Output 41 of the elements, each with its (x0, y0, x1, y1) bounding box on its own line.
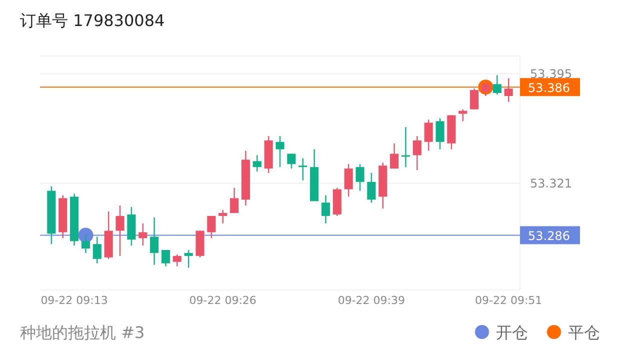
candlestick (116, 204, 124, 257)
candlestick (138, 222, 148, 246)
candlestick (207, 215, 216, 239)
candlestick (150, 216, 159, 266)
legend-label: 平仓 (568, 323, 600, 342)
candlestick (287, 153, 296, 170)
text: 种地的拖拉机 #3 (20, 323, 145, 342)
chart-title: 订单号 179830084 (20, 11, 165, 30)
candlestick (481, 80, 490, 97)
candlestick (436, 118, 444, 150)
x-tick-label: 09-22 09:26 (189, 294, 256, 307)
candlestick (504, 78, 513, 103)
y-tick-label: 53.321 (530, 176, 572, 190)
candlestick (81, 234, 90, 254)
ref-line-label: 53.286 (528, 229, 570, 244)
candlestick (230, 187, 239, 214)
candlestick (172, 254, 182, 267)
ref-line-label: 53.386 (528, 81, 570, 96)
x-tick-label: 09-22 09:39 (338, 294, 406, 307)
candlestick (218, 209, 228, 224)
candlestick (276, 135, 284, 168)
candlestick (92, 236, 102, 264)
candlestick (321, 194, 330, 224)
candlestick (492, 74, 502, 96)
candlestick (470, 88, 479, 110)
candlestick (367, 172, 376, 204)
candlestick (344, 164, 353, 198)
candlestick (424, 119, 433, 152)
x-tick-label: 09-22 09:13 (40, 294, 108, 307)
candlestick (298, 158, 308, 182)
y-tick-label: 53.395 (530, 66, 572, 81)
legend-label: 开仓 (496, 323, 528, 342)
candlestick (412, 135, 422, 171)
x-tick-label: 09-22 09:51 (474, 294, 542, 307)
candlestick (161, 249, 170, 267)
candlestick (252, 154, 262, 172)
candlestick (390, 142, 399, 170)
candlestick (401, 126, 410, 168)
candlestick (184, 249, 193, 268)
candlestick (458, 108, 468, 122)
candlestick (356, 164, 364, 192)
